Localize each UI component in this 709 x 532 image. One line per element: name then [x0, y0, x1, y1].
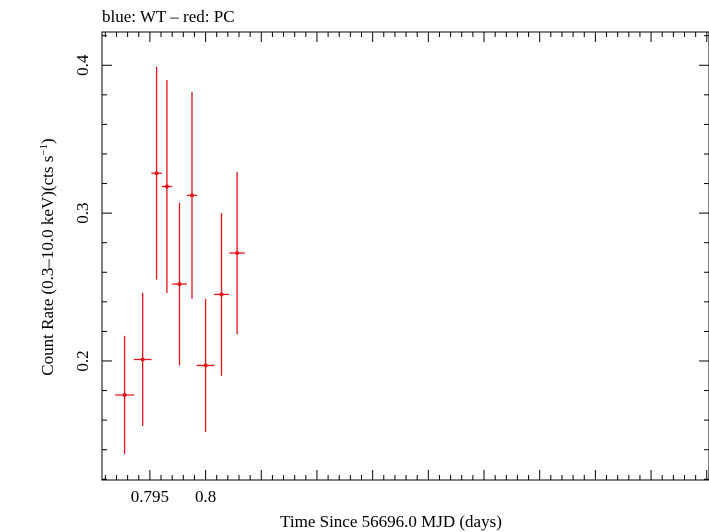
x-tick-label: 0.8 [195, 487, 216, 506]
data-marker [122, 392, 127, 397]
x-axis-label: Time Since 56696.0 MJD (days) [280, 512, 502, 531]
data-marker [154, 171, 159, 176]
y-axis-label-close: ) [38, 138, 57, 144]
y-tick-label: 0.4 [73, 54, 92, 76]
y-axis-label: Count Rate (0.3–10.0 keV)(cts s−1) [38, 138, 57, 375]
data-marker [177, 282, 182, 287]
data-point [186, 91, 198, 299]
data-point [133, 292, 152, 427]
data-marker [140, 357, 145, 362]
y-tick-label: 0.2 [73, 350, 92, 371]
y-axis-label-exponent: −1 [38, 144, 50, 156]
y-tick-label: 0.3 [73, 202, 92, 223]
data-marker [219, 292, 224, 297]
data-point [229, 171, 245, 335]
axis-ticks [102, 32, 709, 480]
data-point [151, 66, 162, 280]
axis-tick-labels: 0.795 0.8 0.2 0.3 0.4 [73, 54, 216, 506]
data-point [196, 298, 215, 432]
x-tick-label: 0.795 [131, 487, 169, 506]
data-point [115, 335, 135, 455]
chart-title: blue: WT – red: PC [102, 7, 235, 26]
data-marker [164, 184, 169, 189]
data-point [161, 80, 173, 293]
data-marker [203, 363, 208, 368]
data-points [115, 66, 245, 455]
data-point [214, 213, 229, 376]
data-marker [235, 251, 240, 256]
y-axis-label-main: Count Rate (0.3–10.0 keV)(cts s [38, 156, 57, 376]
plot-frame [101, 31, 709, 481]
data-point [172, 202, 187, 366]
data-marker [189, 193, 194, 198]
